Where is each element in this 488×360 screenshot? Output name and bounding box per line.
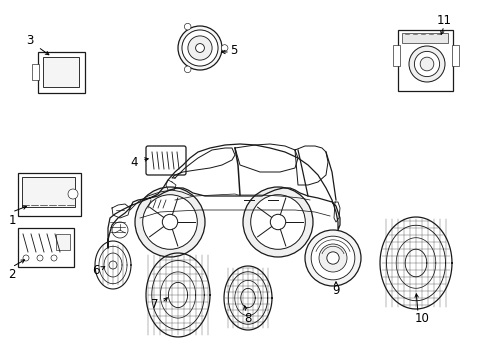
Circle shape xyxy=(305,230,360,286)
FancyBboxPatch shape xyxy=(392,45,399,66)
Circle shape xyxy=(419,57,433,71)
FancyBboxPatch shape xyxy=(397,30,451,90)
FancyBboxPatch shape xyxy=(18,228,73,266)
Circle shape xyxy=(109,261,117,269)
FancyBboxPatch shape xyxy=(450,45,458,66)
FancyBboxPatch shape xyxy=(42,57,79,87)
Circle shape xyxy=(68,189,78,199)
Text: 4: 4 xyxy=(130,156,138,168)
Text: 1: 1 xyxy=(8,213,16,226)
Text: 2: 2 xyxy=(8,269,16,282)
Text: 9: 9 xyxy=(331,284,339,297)
Circle shape xyxy=(135,187,204,257)
Circle shape xyxy=(250,195,305,249)
Text: 6: 6 xyxy=(92,264,100,276)
Circle shape xyxy=(23,255,29,261)
FancyBboxPatch shape xyxy=(21,177,75,207)
FancyBboxPatch shape xyxy=(146,146,185,175)
FancyBboxPatch shape xyxy=(38,51,84,93)
Circle shape xyxy=(195,44,204,53)
FancyBboxPatch shape xyxy=(56,234,70,250)
Circle shape xyxy=(413,51,439,77)
FancyBboxPatch shape xyxy=(401,33,447,43)
Circle shape xyxy=(184,23,191,30)
Circle shape xyxy=(318,244,346,272)
Circle shape xyxy=(408,46,444,82)
Circle shape xyxy=(142,195,197,249)
Text: 11: 11 xyxy=(436,13,450,27)
Circle shape xyxy=(221,45,227,51)
Circle shape xyxy=(162,214,177,230)
Circle shape xyxy=(51,255,57,261)
Circle shape xyxy=(270,214,285,230)
Circle shape xyxy=(243,187,312,257)
FancyBboxPatch shape xyxy=(18,172,81,216)
Circle shape xyxy=(37,255,43,261)
Circle shape xyxy=(310,236,354,280)
Text: 10: 10 xyxy=(414,311,428,324)
Text: 5: 5 xyxy=(230,44,237,57)
Text: 3: 3 xyxy=(26,33,34,46)
Circle shape xyxy=(184,66,191,73)
Text: 8: 8 xyxy=(244,311,251,324)
Circle shape xyxy=(178,26,222,70)
Circle shape xyxy=(326,252,339,264)
Circle shape xyxy=(187,36,212,60)
Circle shape xyxy=(182,30,218,66)
FancyBboxPatch shape xyxy=(32,64,39,80)
Text: 7: 7 xyxy=(151,298,159,311)
